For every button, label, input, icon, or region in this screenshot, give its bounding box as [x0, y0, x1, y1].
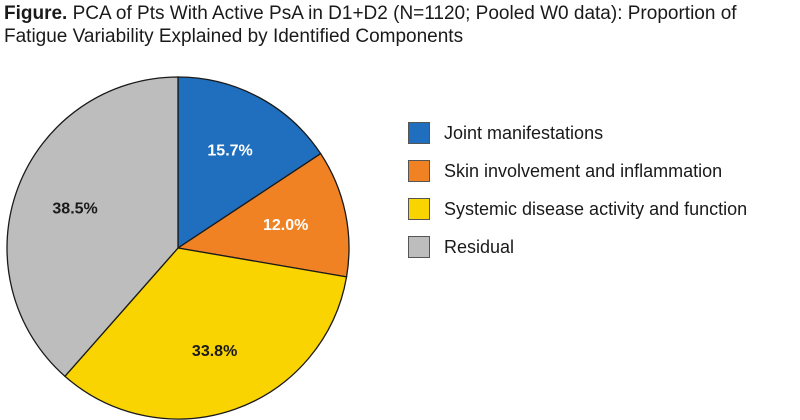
legend-swatch-0 [408, 122, 430, 144]
slice-label-1: 12.0% [263, 217, 308, 234]
legend-label-3: Residual [444, 236, 515, 257]
legend-item-1: Skin involvement and inflammation [408, 152, 747, 190]
legend-item-0: Joint manifestations [408, 114, 747, 152]
legend-item-3: Residual [408, 228, 747, 266]
legend-swatch-3 [408, 236, 430, 258]
legend-swatch-1 [408, 160, 430, 182]
title-prefix: Figure. [4, 3, 68, 24]
legend-swatch-2 [408, 198, 430, 220]
legend-label-2: Systemic disease activity and function [444, 198, 748, 219]
pie-slice-0 [177, 76, 322, 250]
legend-item-2: Systemic disease activity and function [408, 190, 747, 228]
slice-label-3: 38.5% [52, 201, 97, 218]
legend-label-1: Skin involvement and inflammation [444, 160, 723, 181]
pie-slice-1 [176, 152, 350, 278]
legend: Joint manifestations Skin involvement and… [408, 114, 747, 266]
chart-title: Figure. PCA of Pts With Active PsA in D1… [4, 2, 796, 48]
slice-label-2: 33.8% [192, 343, 237, 360]
title-text: PCA of Pts With Active PsA in D1+D2 (N=1… [4, 3, 737, 47]
pie-slice-2 [63, 247, 348, 420]
legend-label-0: Joint manifestations [444, 122, 604, 143]
slice-label-0: 15.7% [207, 143, 252, 160]
pie-slice-3 [6, 76, 179, 378]
